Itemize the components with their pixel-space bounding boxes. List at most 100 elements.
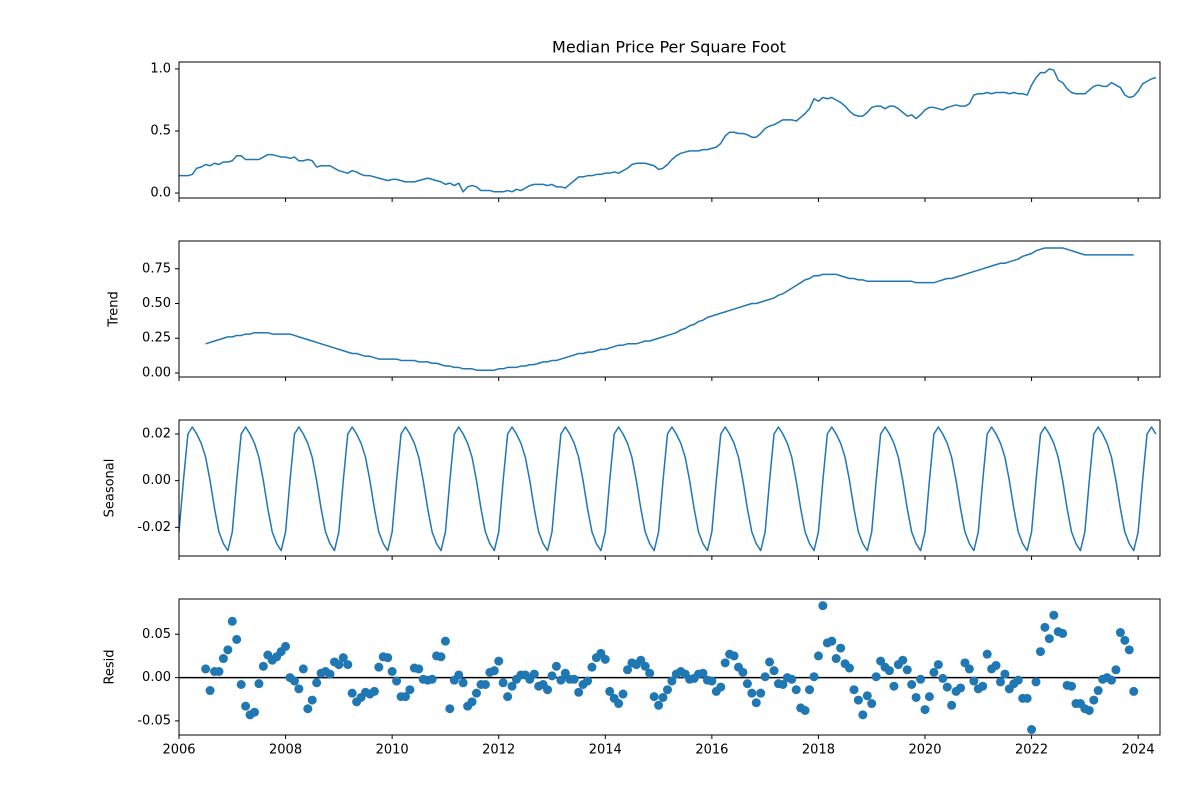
point: [587, 662, 597, 672]
point: [769, 666, 779, 676]
point: [698, 668, 708, 678]
point: [716, 682, 726, 692]
point: [1022, 693, 1032, 703]
point: [303, 704, 313, 714]
x-tick-label: 2016: [695, 743, 728, 758]
point: [369, 686, 379, 696]
point: [547, 671, 557, 681]
point: [956, 683, 966, 693]
x-tick-label: 2018: [802, 743, 835, 758]
point: [849, 685, 859, 695]
point: [383, 653, 393, 663]
point: [916, 674, 926, 684]
point: [991, 660, 1001, 670]
point: [343, 660, 353, 670]
x-tick-label: 2008: [269, 743, 302, 758]
y-axis-label: Resid: [103, 649, 118, 684]
point: [494, 656, 504, 666]
point: [1084, 705, 1094, 715]
x-tick-label: 2010: [376, 743, 409, 758]
point: [982, 649, 992, 659]
y-tick-label: -0.02: [137, 520, 171, 535]
point: [298, 664, 308, 674]
point: [858, 710, 868, 720]
y-axis-label: Seasonal: [103, 459, 118, 518]
point: [458, 678, 468, 688]
point: [911, 692, 921, 702]
point: [307, 695, 317, 705]
point: [929, 667, 939, 677]
point: [600, 654, 610, 664]
point: [640, 661, 650, 671]
y-tick-label: 0.00: [142, 365, 171, 380]
point: [871, 672, 881, 682]
point: [507, 681, 517, 691]
point: [543, 685, 553, 695]
y-tick-label: 1.0: [150, 61, 171, 76]
y-tick-label: 0.00: [142, 473, 171, 488]
point: [312, 678, 322, 688]
y-tick-label: 0.00: [142, 670, 171, 685]
point: [427, 674, 437, 684]
point: [942, 682, 952, 692]
point: [400, 692, 410, 702]
point: [618, 689, 628, 699]
point: [445, 704, 455, 714]
point: [583, 676, 593, 686]
point: [201, 664, 211, 674]
y-tick-label: 0.0: [150, 186, 171, 201]
point: [756, 688, 766, 698]
point: [667, 676, 677, 686]
point: [853, 695, 863, 705]
point: [1115, 628, 1125, 638]
chart-title: Median Price Per Square Foot: [552, 38, 786, 57]
point: [707, 676, 717, 686]
point: [964, 664, 974, 674]
point: [232, 634, 242, 644]
point: [374, 662, 384, 672]
point: [1040, 622, 1050, 632]
point: [392, 676, 402, 686]
point: [454, 670, 464, 680]
point: [787, 674, 797, 684]
point: [294, 684, 304, 694]
point: [414, 664, 424, 674]
point: [884, 666, 894, 676]
point: [729, 651, 739, 661]
line-series: [178, 426, 1157, 552]
point: [831, 654, 841, 664]
point: [471, 688, 481, 698]
point: [778, 679, 788, 689]
point: [480, 679, 490, 689]
y-tick-label: 0.50: [142, 296, 171, 311]
point: [938, 673, 948, 683]
point: [250, 707, 260, 717]
point: [742, 679, 752, 689]
axes-frame: [178, 240, 1161, 378]
point: [551, 661, 561, 671]
point: [720, 658, 730, 668]
point: [1035, 647, 1045, 657]
y-tick-label: 0.75: [142, 261, 171, 276]
point: [1049, 610, 1059, 620]
point: [813, 651, 823, 661]
x-tick-label: 2024: [1122, 743, 1155, 758]
point: [805, 685, 815, 695]
point: [924, 692, 934, 702]
y-tick-label: 0.25: [142, 331, 171, 346]
y-tick-label: -0.05: [137, 713, 171, 728]
point: [654, 700, 664, 710]
point: [791, 685, 801, 695]
point: [605, 686, 615, 696]
point: [947, 700, 957, 710]
point: [1044, 634, 1054, 644]
point: [1120, 635, 1130, 645]
point: [440, 636, 450, 646]
point: [751, 698, 761, 708]
axes-frame: [178, 61, 1161, 199]
point: [996, 677, 1006, 687]
point: [1124, 645, 1134, 655]
point: [845, 663, 855, 673]
point: [614, 699, 624, 709]
point: [645, 668, 655, 678]
